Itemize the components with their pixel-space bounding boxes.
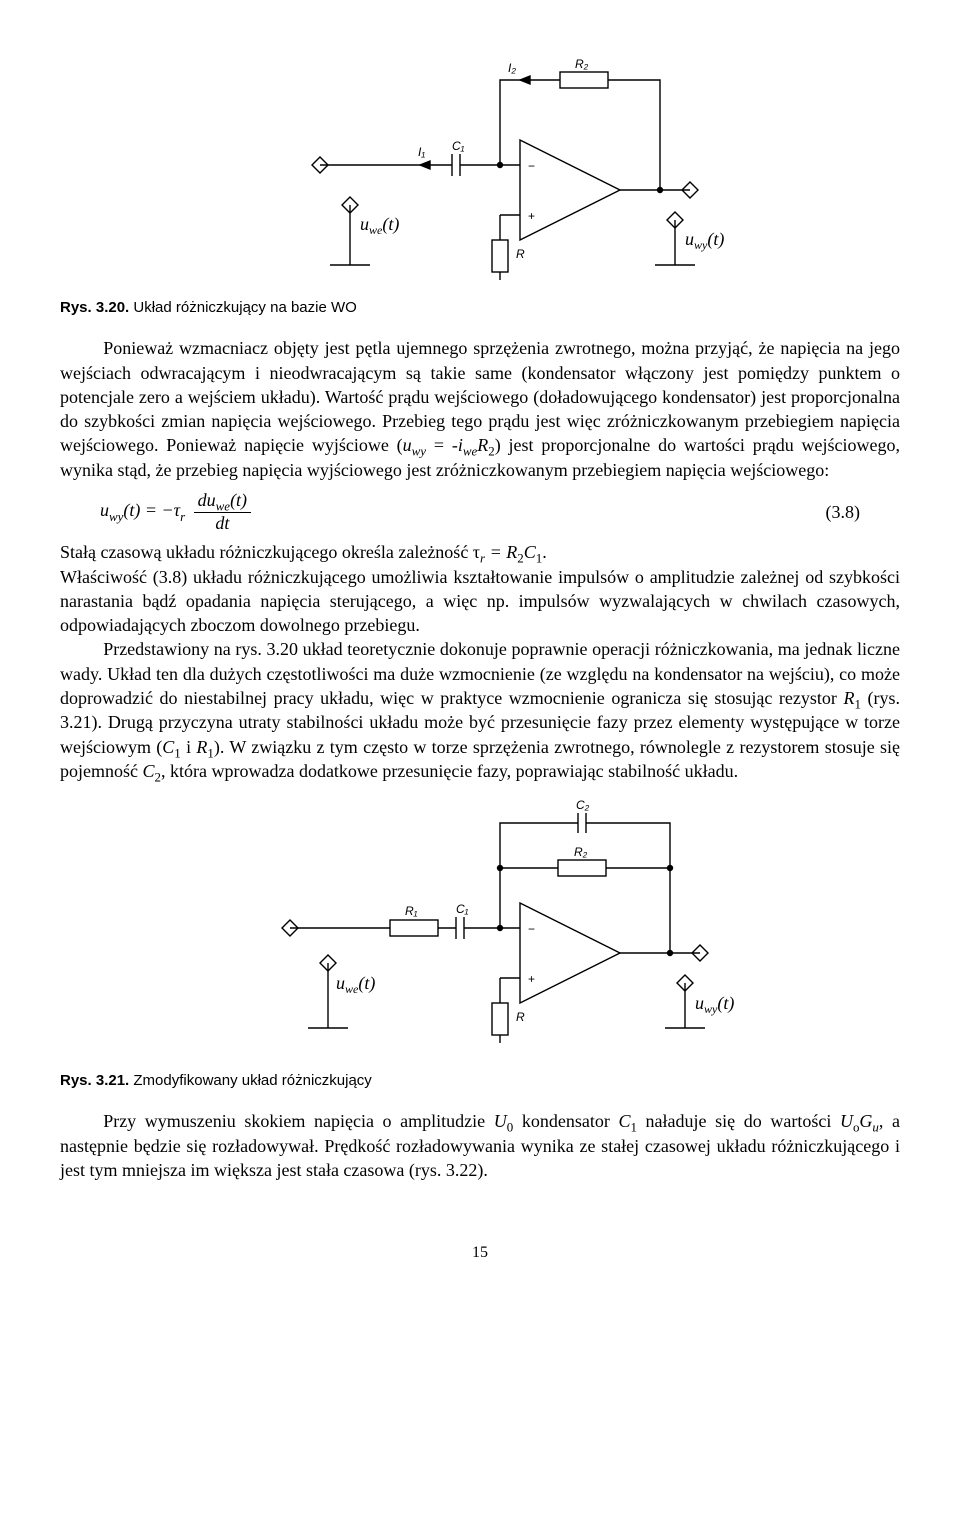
page-number: 15 [60, 1242, 900, 1264]
equation-number: (3.8) [826, 500, 901, 524]
paragraph-3: Właściwość (3.8) układu różniczkującego … [60, 565, 900, 638]
label-uwy-b: uwy(t) [695, 993, 734, 1016]
equation-3-8: uwy(t) = −τr duwe(t) dt (3.8) [60, 490, 900, 534]
fig2-caption: Rys. 3.21. Zmodyfikowany układ różniczku… [60, 1071, 900, 1091]
label-uwe-b: uwe(t) [336, 973, 375, 996]
label-R2: R₂ [575, 57, 589, 71]
label-I1: I₁ [418, 145, 425, 159]
label-R2b: R₂ [574, 845, 588, 859]
label-Rb: R [516, 1010, 525, 1024]
paragraph-5: Przy wymuszeniu skokiem napięcia o ampli… [60, 1109, 900, 1182]
label-R: R [516, 247, 525, 261]
label-I2: I₂ [508, 61, 516, 75]
label-uwy: uwy(t) [685, 229, 724, 252]
figure-modified-differentiator: C₂ R₂ R₁ C₁ − + R uwe(t) uwy(t) [200, 793, 760, 1053]
label-C1b: C₁ [456, 902, 469, 916]
label-minus: − [528, 159, 535, 173]
label-R1: R₁ [405, 904, 418, 918]
paragraph-1: Ponieważ wzmacniacz objęty jest pętla uj… [60, 336, 900, 482]
label-plus: + [528, 209, 535, 223]
label-plus-b: + [528, 972, 535, 986]
label-C1: C₁ [452, 139, 465, 153]
figure-differentiator: I₂ R₂ I₁ C₁ − + R uwe(t) uwy(t) [220, 50, 740, 280]
paragraph-2: Stałą czasową układu różniczkującego okr… [60, 540, 900, 564]
fig1-caption: Rys. 3.20. Układ różniczkujący na bazie … [60, 298, 900, 318]
label-minus-b: − [528, 922, 535, 936]
label-C2: C₂ [576, 798, 590, 812]
label-uwe: uwe(t) [360, 214, 399, 237]
paragraph-4: Przedstawiony na rys. 3.20 układ teorety… [60, 637, 900, 783]
